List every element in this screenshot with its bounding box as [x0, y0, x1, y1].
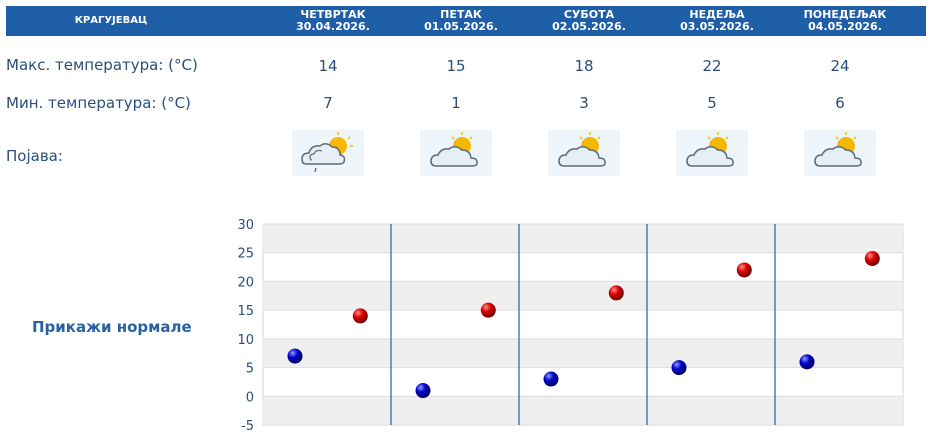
partly-cloudy-icon: [420, 130, 492, 176]
max-temp-point: [352, 308, 368, 324]
max-temp-point: [480, 302, 496, 318]
y-tick-label: 25: [237, 247, 254, 262]
y-tick-label: 0: [246, 390, 254, 405]
max-temp-value: 15: [446, 57, 466, 75]
day-header: ПЕТАК 01.05.2026.: [397, 6, 525, 36]
city-name: КРАГУЈЕВАЦ: [74, 15, 148, 26]
max-temp-label: Макс. температура: (°C): [6, 56, 198, 74]
show-normals-link[interactable]: Прикажи нормале: [32, 318, 192, 336]
max-temp-value: 24: [830, 57, 850, 75]
day-name: НЕДЕЉА: [689, 8, 745, 21]
day-separators: [390, 224, 776, 425]
grid-band: [263, 396, 903, 425]
day-date: 02.05.2026.: [552, 20, 626, 33]
day-date: 03.05.2026.: [680, 20, 754, 33]
y-tick-label: -5: [241, 419, 254, 434]
grid-band: [263, 224, 903, 253]
y-tick-label: 30: [237, 218, 254, 233]
max-temp-point: [736, 262, 752, 278]
min-temp-value: 3: [579, 94, 589, 112]
min-temp-point: [543, 371, 559, 387]
max-temp-point: [864, 250, 880, 266]
y-axis: -5 0 5 10 15 20 25 30: [237, 218, 254, 434]
min-temp-value: 5: [707, 94, 717, 112]
partly-cloudy-icon: [676, 130, 748, 176]
min-temp-point: [415, 383, 431, 399]
y-tick-label: 5: [246, 362, 254, 377]
plot-area: [262, 223, 904, 426]
partly-cloudy-icon: [548, 130, 620, 176]
grid-band: [263, 281, 903, 311]
day-date: 30.04.2026.: [296, 20, 370, 33]
partly-cloudy-icon: [804, 130, 876, 176]
forecast-header: КРАГУЈЕВАЦ ЧЕТВРТАК 30.04.2026. ПЕТАК 01…: [6, 6, 926, 36]
partly-cloudy-rain-icon: [292, 130, 364, 176]
y-tick-label: 15: [237, 304, 254, 319]
day-header: НЕДЕЉА 03.05.2026.: [653, 6, 781, 36]
y-tick-label: 10: [237, 333, 254, 348]
max-temp-value: 14: [318, 57, 338, 75]
chart-grid: [262, 223, 904, 426]
day-header: СУБОТА 02.05.2026.: [525, 6, 653, 36]
max-temp-value: 22: [702, 57, 722, 75]
min-temp-value: 7: [323, 94, 333, 112]
day-date: 04.05.2026.: [808, 20, 882, 33]
day-header: ЧЕТВРТАК 30.04.2026.: [269, 6, 397, 36]
y-tick-label: 20: [237, 275, 254, 290]
day-header: ПОНЕДЕЉАК 04.05.2026.: [781, 6, 909, 36]
max-temp-value: 18: [574, 57, 594, 75]
day-date: 01.05.2026.: [424, 20, 498, 33]
phenomenon-label: Појава:: [6, 147, 63, 165]
chart-points: [287, 250, 880, 399]
day-name: ПЕТАК: [440, 8, 482, 21]
min-temp-value: 6: [835, 94, 845, 112]
min-temp-point: [671, 360, 687, 376]
min-temp-point: [287, 348, 303, 364]
min-temp-label: Мин. температура: (°C): [6, 94, 191, 112]
max-temp-point: [608, 285, 624, 301]
day-name: ЧЕТВРТАК: [300, 8, 366, 21]
min-temp-value: 1: [451, 94, 461, 112]
day-name: ПОНЕДЕЉАК: [803, 8, 887, 21]
day-name: СУБОТА: [563, 8, 615, 21]
min-temp-point: [799, 354, 815, 370]
grid-band: [263, 338, 903, 368]
